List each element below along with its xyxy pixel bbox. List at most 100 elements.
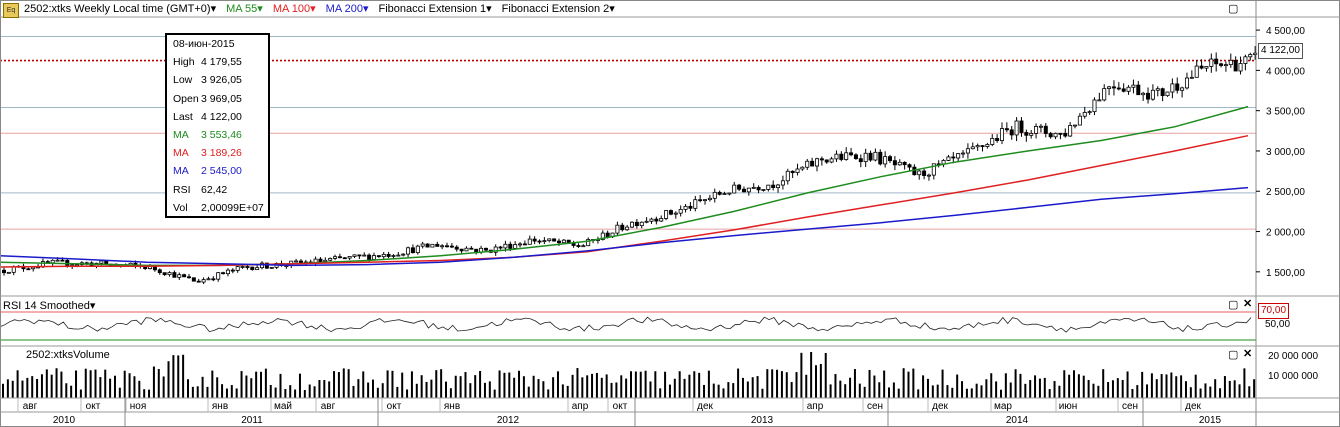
candle-body [342,257,347,260]
month-label: дек [697,401,713,412]
candle-body [1029,133,1034,136]
candle-body [1194,65,1199,78]
candle-body [328,258,333,261]
chart-header: 2502:xtks Weekly Local time (GMT+0)▾ MA … [24,2,615,15]
candle-body [790,170,795,174]
candle-body [6,271,11,274]
info-row: MA 3 553,46 [173,129,242,142]
last-price-tag: 4 122,00 [1258,43,1303,59]
candle-body [654,218,659,222]
moving-average-lines [0,105,1249,268]
candle-body [1170,83,1175,93]
candle-body [1131,84,1136,88]
candle-body [639,221,644,227]
candle-body [1141,92,1146,96]
candle-body [1189,76,1194,79]
candle-body [522,243,527,246]
candle-body [445,245,450,248]
volume-close-icon[interactable]: ✕ [1243,348,1253,360]
candle-body [362,254,367,257]
rsi-maximize-icon[interactable]: ▢ [1228,299,1239,311]
volume-maximize-icon[interactable]: ▢ [1228,349,1239,361]
candle-body [493,246,498,253]
candle-body [255,267,260,271]
candle-body [1082,112,1087,117]
candle-body [1107,86,1112,89]
candle-body [406,247,411,255]
candle-body [196,280,201,283]
candle-body [352,254,357,257]
maximize-pane-icon[interactable]: ▢ [1228,3,1239,15]
candle-body [532,238,537,242]
candle-body [1160,88,1165,97]
candle-body [240,266,245,268]
candle-body [586,239,591,247]
candle-body [235,266,240,271]
candle-body [157,269,162,274]
month-label: янв [212,401,228,412]
rsi-line [0,316,1252,333]
candle-body [225,269,230,275]
candle-body [381,253,386,258]
month-label: дек [932,401,948,412]
candle-body [863,152,868,163]
candle-body [425,243,430,248]
candle-body [556,240,561,244]
candle-body [367,254,372,260]
price-tick-label: 1 500,00 [1266,268,1305,279]
ma100-toggle[interactable]: MA 100▾ [272,3,316,15]
candle-body [634,221,639,227]
candle-body [703,199,708,202]
candle-body [518,243,523,246]
candle-body [688,205,693,209]
candle-body [605,232,610,238]
candle-body [780,180,785,186]
volume-pane-title[interactable]: 2502:xtksVolume [26,349,110,361]
candle-body [1048,133,1053,138]
candle-body [294,260,299,263]
candle-body [201,279,206,283]
price-tick-label: 2 500,00 [1266,187,1305,198]
volume-tick-label: 20 000 000 [1268,351,1319,362]
rsi-pane-title[interactable]: RSI 14 Smoothed▾ [3,300,96,312]
candle-body [917,170,922,176]
candle-body [805,160,810,168]
fib-extension-2-toggle[interactable]: Fibonacci Extension 2▾ [501,3,615,15]
price-tick-label: 3 500,00 [1266,107,1305,118]
candle-body [469,247,474,250]
candle-body [819,158,824,161]
candle-body [615,224,620,234]
month-label: авг [321,401,336,412]
candle-body [552,238,557,242]
candle-body [785,170,790,182]
candle-body [245,266,250,268]
candle-body [449,245,454,248]
candle-body [698,199,703,202]
candle-body [250,266,255,271]
year-label: 2014 [1006,415,1029,426]
candle-body [873,151,878,161]
candle-body [1053,132,1058,138]
rsi-close-icon[interactable]: ✕ [1243,298,1253,310]
year-label: 2010 [53,415,76,426]
year-label: 2013 [751,415,774,426]
candle-body [727,192,732,195]
candle-body [55,259,60,262]
candle-body [269,266,274,269]
candle-body [1253,52,1258,55]
candle-body [741,188,746,193]
symbol-selector[interactable]: 2502:xtks Weekly Local time (GMT+0)▾ [24,3,217,15]
candle-body [683,205,688,210]
ma55-toggle[interactable]: MA 55▾ [226,3,263,15]
fib-extension-1-toggle[interactable]: Fibonacci Extension 1▾ [378,3,492,15]
info-row: MA 3 189,26 [173,147,242,160]
candle-body [454,246,459,250]
candle-body [264,262,269,269]
ma200-toggle[interactable]: MA 200▾ [325,3,369,15]
candle-body [951,156,956,159]
candle-body [50,259,55,264]
price-tick-label: 4 000,00 [1266,66,1305,77]
info-row: MA 2 545,00 [173,165,242,178]
candle-body [1121,88,1126,92]
candle-body [1043,125,1048,134]
